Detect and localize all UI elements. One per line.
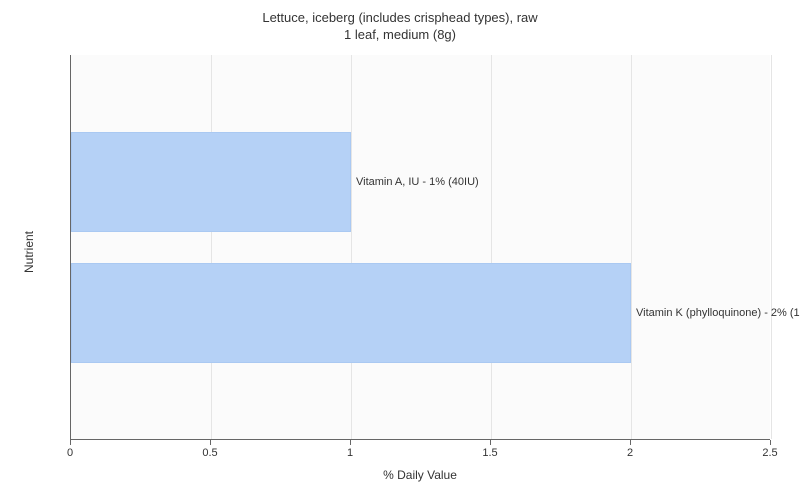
gridline	[771, 55, 772, 439]
x-tick-mark	[210, 440, 211, 445]
chart-title-line1: Lettuce, iceberg (includes crisphead typ…	[0, 10, 800, 27]
x-tick-label: 0	[67, 447, 73, 459]
x-tick-label: 2	[627, 447, 633, 459]
x-tick-mark	[70, 440, 71, 445]
gridline	[491, 55, 492, 439]
gridline	[351, 55, 352, 439]
x-tick-label: 0.5	[202, 447, 217, 459]
gridline	[631, 55, 632, 439]
gridline	[211, 55, 212, 439]
y-axis-label: Nutrient	[22, 230, 36, 272]
plot-background	[71, 55, 770, 439]
x-tick-label: 2.5	[762, 447, 777, 459]
bar	[71, 132, 351, 232]
bar	[71, 263, 631, 363]
x-tick-mark	[630, 440, 631, 445]
chart-title: Lettuce, iceberg (includes crisphead typ…	[0, 10, 800, 44]
x-tick-label: 1.5	[482, 447, 497, 459]
bar-label: Vitamin A, IU - 1% (40IU)	[356, 176, 479, 188]
bar-label: Vitamin K (phylloquinone) - 2% (1.9mcg)	[636, 307, 800, 319]
x-tick-mark	[490, 440, 491, 445]
x-tick-mark	[770, 440, 771, 445]
chart-title-line2: 1 leaf, medium (8g)	[0, 27, 800, 44]
plot-area	[70, 55, 770, 440]
nutrient-chart: Lettuce, iceberg (includes crisphead typ…	[0, 0, 800, 500]
x-axis-label: % Daily Value	[70, 468, 770, 482]
x-tick-mark	[350, 440, 351, 445]
x-tick-label: 1	[347, 447, 353, 459]
